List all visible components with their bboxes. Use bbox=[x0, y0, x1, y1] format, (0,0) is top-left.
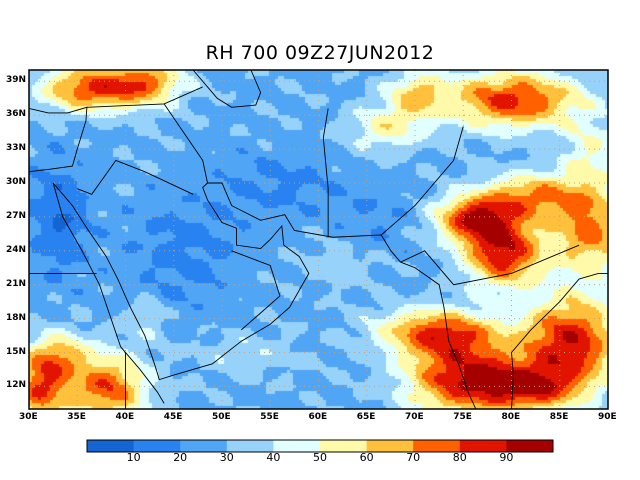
lon-label: 85E bbox=[549, 412, 569, 422]
lon-label: 80E bbox=[501, 412, 521, 422]
colorbar-bin bbox=[180, 440, 228, 452]
lon-label: 65E bbox=[356, 412, 376, 422]
colorbar bbox=[86, 439, 554, 453]
lat-label: 24N bbox=[6, 244, 27, 255]
map-frame bbox=[28, 69, 609, 410]
coastline bbox=[163, 103, 208, 184]
lon-label: 30E bbox=[19, 412, 38, 422]
colorbar-label: 50 bbox=[313, 451, 327, 464]
lon-label: 90E bbox=[598, 412, 617, 422]
lon-label: 35E bbox=[67, 412, 86, 422]
colorbar-bin bbox=[459, 440, 507, 452]
colorbar-bin bbox=[87, 440, 135, 452]
colorbar-label: 90 bbox=[499, 451, 514, 464]
lon-label: 60E bbox=[308, 412, 328, 422]
coastline bbox=[511, 272, 608, 410]
colorbar-label: 40 bbox=[266, 451, 281, 464]
lat-label: 30N bbox=[6, 177, 27, 187]
colorbar-label: 60 bbox=[359, 451, 374, 464]
coastlines bbox=[28, 69, 608, 410]
colorbar-label: 70 bbox=[406, 451, 421, 464]
colorbar-bin bbox=[366, 440, 414, 452]
lon-label: 45E bbox=[163, 412, 183, 422]
coastline bbox=[400, 244, 580, 286]
coastline bbox=[77, 159, 194, 195]
colorbar-bin bbox=[273, 440, 321, 452]
lon-label: 50E bbox=[212, 412, 231, 422]
coastline bbox=[231, 250, 281, 331]
lat-label: 39N bbox=[6, 75, 27, 86]
coastline bbox=[322, 108, 329, 238]
colorbar-bin bbox=[506, 440, 554, 452]
lon-label: 55E bbox=[260, 412, 279, 422]
lon-label: 75E bbox=[453, 412, 472, 422]
coastline bbox=[28, 106, 88, 173]
coastline bbox=[380, 126, 464, 236]
coastline bbox=[86, 86, 203, 108]
colorbar-bin bbox=[226, 440, 274, 452]
lon-label: 70E bbox=[405, 412, 424, 422]
colorbar-bin bbox=[133, 440, 181, 452]
colorbar-bin bbox=[320, 440, 368, 452]
coastline bbox=[52, 182, 477, 410]
coastline bbox=[52, 182, 165, 404]
lat-label: 36N bbox=[6, 109, 27, 120]
lat-label: 12N bbox=[6, 380, 27, 391]
colorbar-frame bbox=[86, 439, 554, 453]
colorbar-label: 20 bbox=[173, 451, 188, 464]
colorbar-label: 80 bbox=[452, 451, 467, 464]
lon-label: 40E bbox=[115, 412, 135, 422]
colorbar-label: 30 bbox=[219, 451, 234, 464]
map-title: RH 700 09Z27JUN2012 bbox=[205, 42, 435, 64]
colorbar-bin bbox=[413, 440, 461, 452]
lat-label: 33N bbox=[6, 143, 27, 154]
lat-label: 15N bbox=[6, 346, 27, 357]
lat-label: 18N bbox=[6, 312, 27, 323]
coastline bbox=[192, 69, 262, 108]
lat-label: 27N bbox=[6, 210, 27, 221]
lat-label: 21N bbox=[6, 278, 27, 289]
colorbar-label: 10 bbox=[126, 451, 141, 464]
